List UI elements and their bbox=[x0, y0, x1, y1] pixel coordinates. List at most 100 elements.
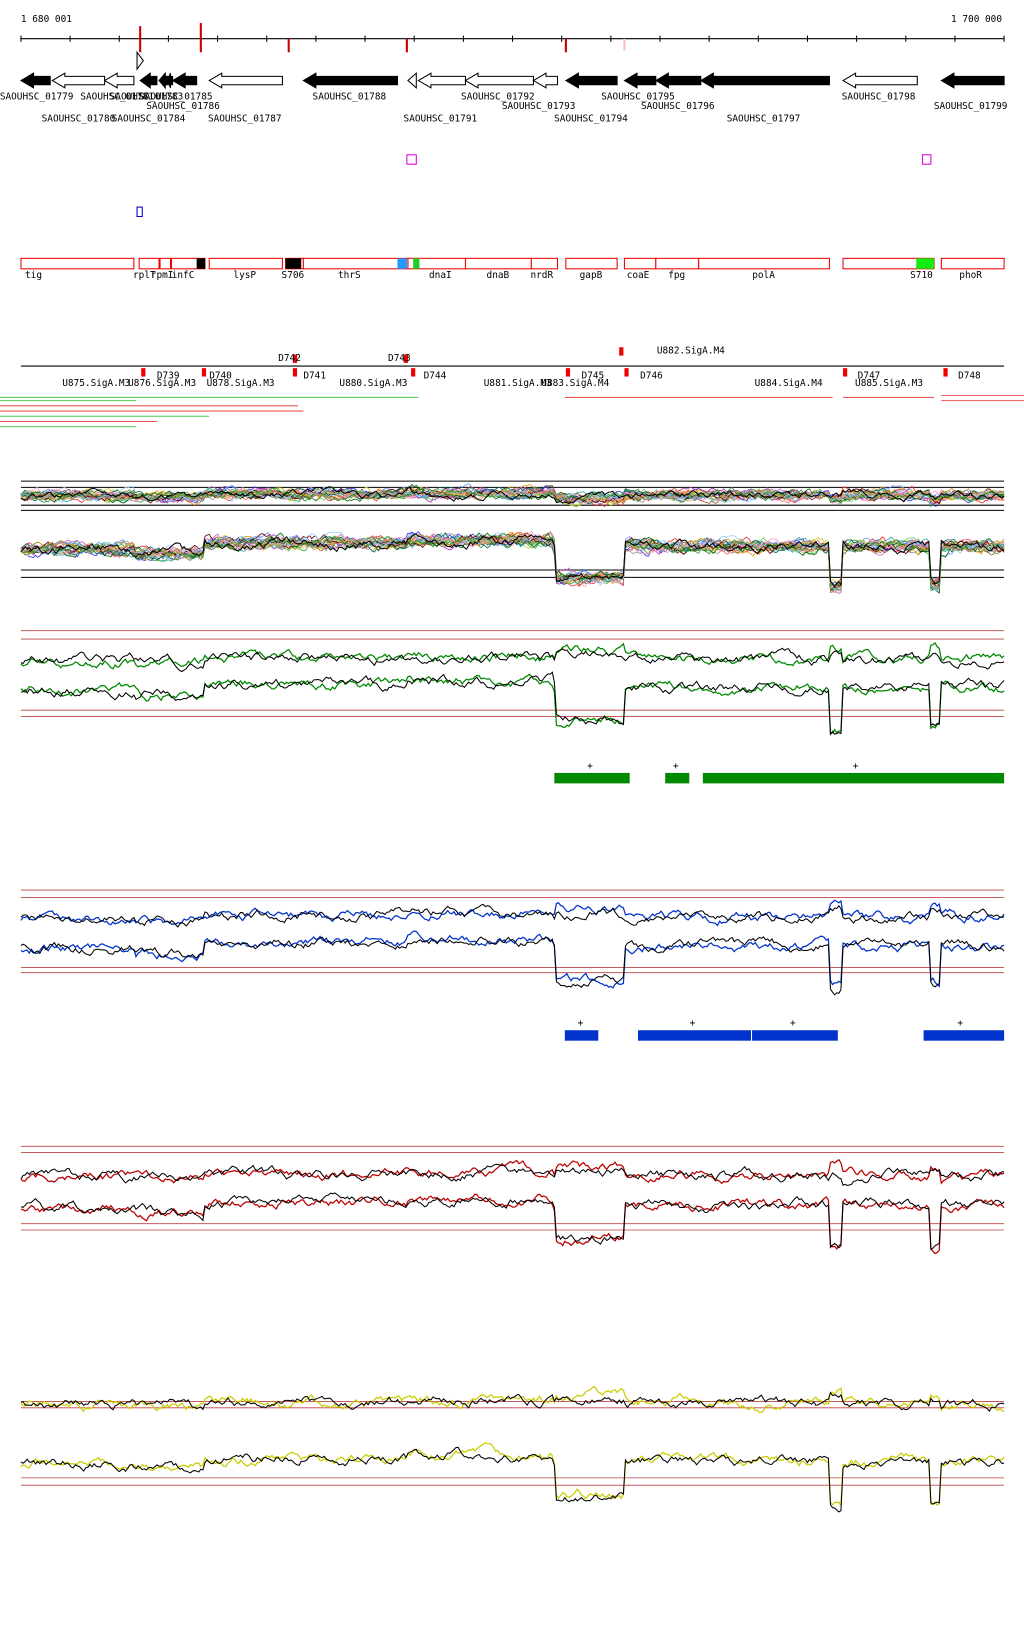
signal-trace bbox=[20, 1193, 1005, 1255]
gene-label: SAOUHSC_01793 bbox=[502, 101, 576, 112]
segment-bar bbox=[665, 772, 690, 784]
feature-label: rpmI bbox=[151, 270, 174, 281]
site-marker bbox=[922, 154, 932, 165]
feature-fill bbox=[413, 258, 420, 269]
feature-label: S706 bbox=[282, 270, 305, 281]
signal-trace bbox=[20, 899, 1005, 927]
promoter-label: U876.SigA.M3 bbox=[128, 378, 196, 389]
gene-label: SAOUHSC_01791 bbox=[404, 113, 478, 124]
ruler-marker bbox=[564, 38, 567, 53]
promoter-mark bbox=[292, 368, 298, 377]
promoter-label: D746 bbox=[640, 371, 663, 382]
promoter-label: U881.SigA.M3 bbox=[484, 378, 552, 389]
signal-trace bbox=[20, 1158, 1005, 1185]
feature-box bbox=[159, 257, 172, 270]
gene-arrow bbox=[564, 72, 618, 89]
signal-trace bbox=[20, 641, 1005, 670]
gene-arrow bbox=[136, 50, 144, 71]
signal-trace bbox=[20, 1163, 1005, 1186]
promoter-mark bbox=[619, 347, 624, 356]
gene-arrow bbox=[699, 72, 830, 89]
feature-fill bbox=[285, 258, 302, 269]
gene-arrow bbox=[940, 72, 1005, 89]
site-marker bbox=[406, 154, 417, 165]
feature-box bbox=[655, 257, 700, 270]
signal-trace bbox=[20, 532, 1005, 591]
signal-trace bbox=[20, 530, 1005, 589]
feature-label: dnaI bbox=[429, 270, 452, 281]
signal-trace bbox=[20, 1192, 1005, 1251]
feature-label: nrdR bbox=[530, 270, 553, 281]
signal-trace bbox=[20, 1442, 1005, 1508]
ruler-marker bbox=[139, 26, 142, 53]
feature-box bbox=[302, 257, 409, 270]
signal-trace bbox=[20, 1446, 1005, 1513]
feature-label: thrS bbox=[338, 270, 361, 281]
feature-label: gapB bbox=[580, 270, 603, 281]
feature-label: tig bbox=[25, 270, 42, 281]
signal-trace bbox=[20, 533, 1005, 588]
feature-label: S710 bbox=[910, 270, 933, 281]
promoter-label: D742 bbox=[278, 353, 301, 364]
segment-strand: + bbox=[853, 761, 859, 772]
feature-label: rplT bbox=[133, 270, 156, 281]
segment-strand: + bbox=[673, 761, 679, 772]
promoter-label: U885.SigA.M3 bbox=[855, 378, 923, 389]
feature-fill bbox=[196, 258, 206, 269]
promoter-label: D743 bbox=[388, 353, 411, 364]
gene-arrow bbox=[654, 72, 702, 89]
gene-arrow bbox=[139, 72, 158, 89]
feature-box bbox=[698, 257, 830, 270]
segment-bar bbox=[923, 1030, 1005, 1041]
gene-label: SAOUHSC_01796 bbox=[641, 101, 715, 112]
promoter-mark bbox=[843, 368, 848, 377]
segment-strand: + bbox=[790, 1018, 796, 1029]
feature-box bbox=[20, 257, 135, 270]
signal-trace bbox=[20, 903, 1005, 928]
gene-arrow bbox=[841, 72, 918, 89]
promoter-mark bbox=[141, 368, 146, 377]
promoter-mark bbox=[624, 368, 629, 377]
promoter-label: U880.SigA.M3 bbox=[339, 378, 407, 389]
feature-fill bbox=[916, 258, 935, 269]
segment-bar bbox=[638, 1030, 751, 1041]
gene-arrow bbox=[19, 72, 51, 89]
ruler-marker bbox=[405, 38, 408, 53]
segment-bar bbox=[752, 1030, 838, 1041]
promoter-label: D741 bbox=[303, 371, 326, 382]
promoter-label: D744 bbox=[424, 371, 447, 382]
gene-label: SAOUHSC_01784 bbox=[112, 113, 186, 124]
signal-trace bbox=[20, 673, 1005, 734]
gene-arrow bbox=[208, 72, 283, 89]
signal-trace bbox=[20, 647, 1005, 673]
promoter-label: U875.SigA.M3 bbox=[62, 378, 130, 389]
gene-label: SAOUHSC_01799 bbox=[934, 101, 1008, 112]
gene-label: SAOUHSC_01787 bbox=[208, 113, 282, 124]
feature-fill bbox=[397, 258, 407, 269]
gene-label: SAOUHSC_01785 bbox=[139, 91, 213, 102]
gene-arrow bbox=[51, 72, 106, 89]
promoter-label: U878.SigA.M3 bbox=[207, 378, 275, 389]
ruler-start: 1 680 001 bbox=[21, 14, 72, 25]
signal-trace bbox=[20, 533, 1005, 592]
feature-box bbox=[138, 257, 160, 270]
feature-label: dnaB bbox=[487, 270, 510, 281]
gene-label: SAOUHSC_01779 bbox=[0, 91, 74, 102]
gene-arrow bbox=[171, 72, 198, 89]
segment-strand: + bbox=[578, 1018, 584, 1029]
segment-strand: + bbox=[690, 1018, 696, 1029]
gene-label: SAOUHSC_01786 bbox=[146, 101, 220, 112]
segment-strand: + bbox=[587, 761, 593, 772]
gene-label: SAOUHSC_01798 bbox=[842, 91, 916, 102]
feature-label: infC bbox=[172, 270, 195, 281]
feature-label: lysP bbox=[233, 270, 256, 281]
ruler-marker bbox=[199, 23, 202, 53]
feature-box bbox=[530, 257, 559, 270]
gene-label: SAOUHSC_01795 bbox=[601, 91, 675, 102]
promoter-mark bbox=[292, 354, 298, 363]
promoter-mark bbox=[565, 368, 571, 377]
promoter-mark bbox=[403, 354, 408, 363]
gene-arrow bbox=[407, 72, 417, 90]
feature-box bbox=[623, 257, 657, 270]
signal-trace bbox=[20, 930, 1005, 989]
